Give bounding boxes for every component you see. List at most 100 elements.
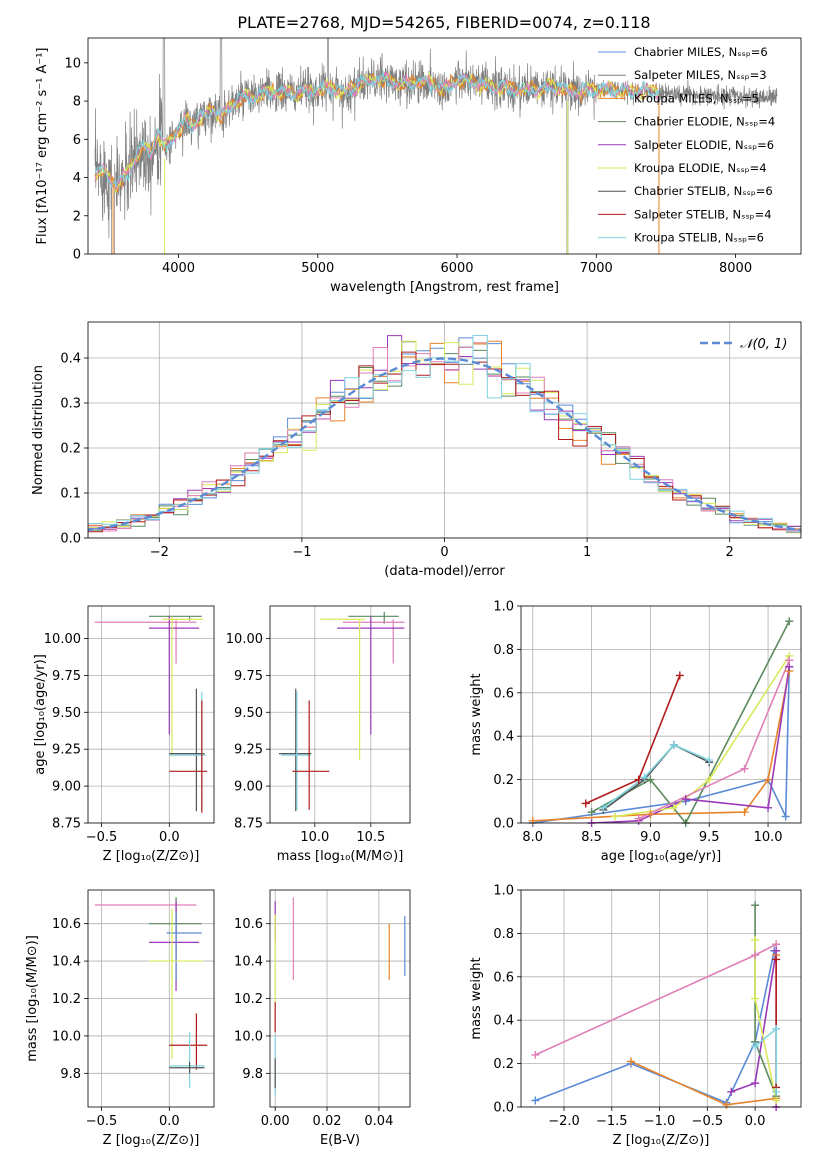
y-tick-label: 8.75 [234, 817, 263, 832]
legend-label: Salpeter ELODIE, Nₛₛₚ=6 [634, 138, 774, 152]
y-tick-label: 9.8 [60, 1067, 81, 1082]
y-tick-label: 10.00 [226, 632, 263, 647]
plot-area [88, 890, 214, 1107]
plus-marker [705, 756, 714, 765]
panel-mass_vs_z: −0.5 0.0 9.8 10.0 10.2 10.4 10.6 Z [log₁₀(Z/Z⊙)… [25, 889, 215, 1148]
plus-marker [675, 671, 684, 680]
x-tick-label: 5000 [301, 261, 334, 276]
plus-marker [740, 764, 749, 773]
y-axis-label: mass weight [469, 673, 484, 755]
x-axis-label: age [log₁₀(age/yr)] [601, 849, 722, 864]
x-tick-label: 0 [440, 545, 448, 560]
y-tick-label: 9.00 [234, 780, 263, 795]
x-tick-label: −1.5 [596, 1114, 628, 1129]
y-axis-label: Flux [fλ10⁻¹⁷ erg cm⁻² s⁻¹ A⁻¹] [35, 48, 50, 245]
panel-spectrum: 4000 5000 6000 7000 8000 0 2 4 6 8 10 wavelength [A… [35, 37, 802, 295]
plus-marker [751, 901, 760, 910]
panel-weight_vs_z: −2.0 −1.5 −1.0 −0.5 0.0 0.0 0.2 0.4 0.6 0.8 1.0 Z [… [469, 884, 802, 1148]
y-tick-label: 10.2 [234, 992, 263, 1007]
y-tick-label: 9.8 [242, 1067, 263, 1082]
plot-area [270, 606, 410, 823]
plus-marker [751, 1079, 760, 1088]
legend-label: 𝒩(0, 1) [740, 337, 787, 352]
x-axis-label: mass [log₁₀(M/M⊙)] [277, 849, 404, 864]
y-tick-label: 10 [64, 56, 81, 71]
y-tick-label: 9.00 [52, 780, 81, 795]
y-tick-label: 9.25 [234, 743, 263, 758]
y-tick-label: 1.0 [493, 600, 514, 615]
y-tick-label: 8.75 [52, 817, 81, 832]
y-tick-label: 2 [73, 209, 81, 224]
plus-marker [764, 775, 773, 784]
y-tick-label: 10.0 [52, 1029, 81, 1044]
y-axis-label: mass weight [469, 957, 484, 1039]
plus-marker [751, 935, 760, 944]
x-tick-label: 1 [583, 545, 591, 560]
x-tick-label: −0.5 [86, 1114, 118, 1129]
y-tick-label: 9.75 [234, 669, 263, 684]
plus-marker [772, 955, 781, 964]
x-axis-label: Z [log₁₀(Z/Z⊙)] [613, 1133, 710, 1148]
y-tick-label: 10.6 [234, 917, 263, 932]
plus-marker [581, 799, 590, 808]
plus-marker [640, 773, 649, 782]
x-tick-label: −0.5 [86, 830, 118, 845]
axes-frame [87, 605, 215, 824]
x-tick-label: 0.0 [159, 1114, 180, 1129]
y-tick-label: 0.2 [493, 773, 514, 788]
plus-marker [528, 816, 537, 825]
plus-marker [646, 810, 655, 819]
legend-label: Chabrier ELODIE, Nₛₛₚ=4 [634, 115, 775, 129]
figure-title: PLATE=2768, MJD=54265, FIBERID=0074, z=0… [237, 13, 650, 32]
plot-area [88, 322, 801, 538]
x-tick-label: −1 [292, 545, 311, 560]
y-tick-label: 10.2 [52, 992, 81, 1007]
y-tick-label: 0.4 [493, 730, 514, 745]
normal-curve [88, 357, 801, 532]
y-tick-label: 0.4 [493, 1014, 514, 1029]
plus-marker [772, 1087, 781, 1096]
x-tick-label: 0.0 [159, 830, 180, 845]
legend-label: Salpeter MILES, Nₛₛₚ=3 [634, 68, 767, 82]
x-tick-label: 10.0 [300, 830, 329, 845]
legend-label: Kroupa ELODIE, Nₛₛₚ=4 [634, 161, 767, 175]
plus-marker [669, 803, 678, 812]
plus-marker [781, 812, 790, 821]
plus-marker [681, 795, 690, 804]
y-axis-label: Normed distribution [31, 365, 46, 495]
plus-marker [751, 1042, 760, 1051]
legend-label: Salpeter STELIB, Nₛₛₚ=4 [634, 207, 772, 221]
plus-marker [751, 994, 760, 1003]
x-tick-label: −0.5 [692, 1114, 724, 1129]
panel-mass_vs_ebv: 0.00 0.02 0.04 9.8 10.0 10.2 10.4 10.6 E(B-V) [234, 889, 411, 1148]
plot-area [88, 606, 214, 823]
plus-marker [772, 946, 781, 955]
plus-marker [785, 617, 794, 626]
x-tick-label: −2 [150, 545, 169, 560]
panel-age_vs_z: −0.5 0.0 8.75 9.00 9.25 9.50 9.75 10.00 Z [log₁₀… [33, 605, 215, 864]
x-tick-label: 2 [726, 545, 734, 560]
legend-label: Kroupa STELIB, Nₛₛₚ=6 [634, 231, 764, 245]
axes-frame [87, 321, 802, 539]
x-tick-label: 0.0 [745, 1114, 766, 1129]
y-tick-label: 0.3 [60, 397, 81, 412]
legend-label: Chabrier STELIB, Nₛₛₚ=6 [634, 184, 773, 198]
y-tick-label: 0.6 [493, 686, 514, 701]
axes-frame [520, 889, 802, 1108]
plus-marker [531, 1096, 540, 1105]
x-axis-label: wavelength [Angstrom, rest frame] [330, 280, 559, 295]
y-tick-label: 4 [73, 171, 81, 186]
x-tick-label: 0.02 [313, 1114, 342, 1129]
y-tick-label: 0.6 [493, 970, 514, 985]
y-tick-label: 10.00 [44, 632, 81, 647]
axes-frame [269, 605, 411, 824]
x-tick-label: −2.0 [548, 1114, 580, 1129]
x-tick-label: 8.0 [522, 830, 543, 845]
y-tick-label: 0.2 [60, 442, 81, 457]
y-tick-label: 10.6 [52, 917, 81, 932]
weight-series-line [602, 743, 710, 809]
y-tick-label: 0.2 [493, 1057, 514, 1072]
plus-marker [599, 803, 608, 812]
